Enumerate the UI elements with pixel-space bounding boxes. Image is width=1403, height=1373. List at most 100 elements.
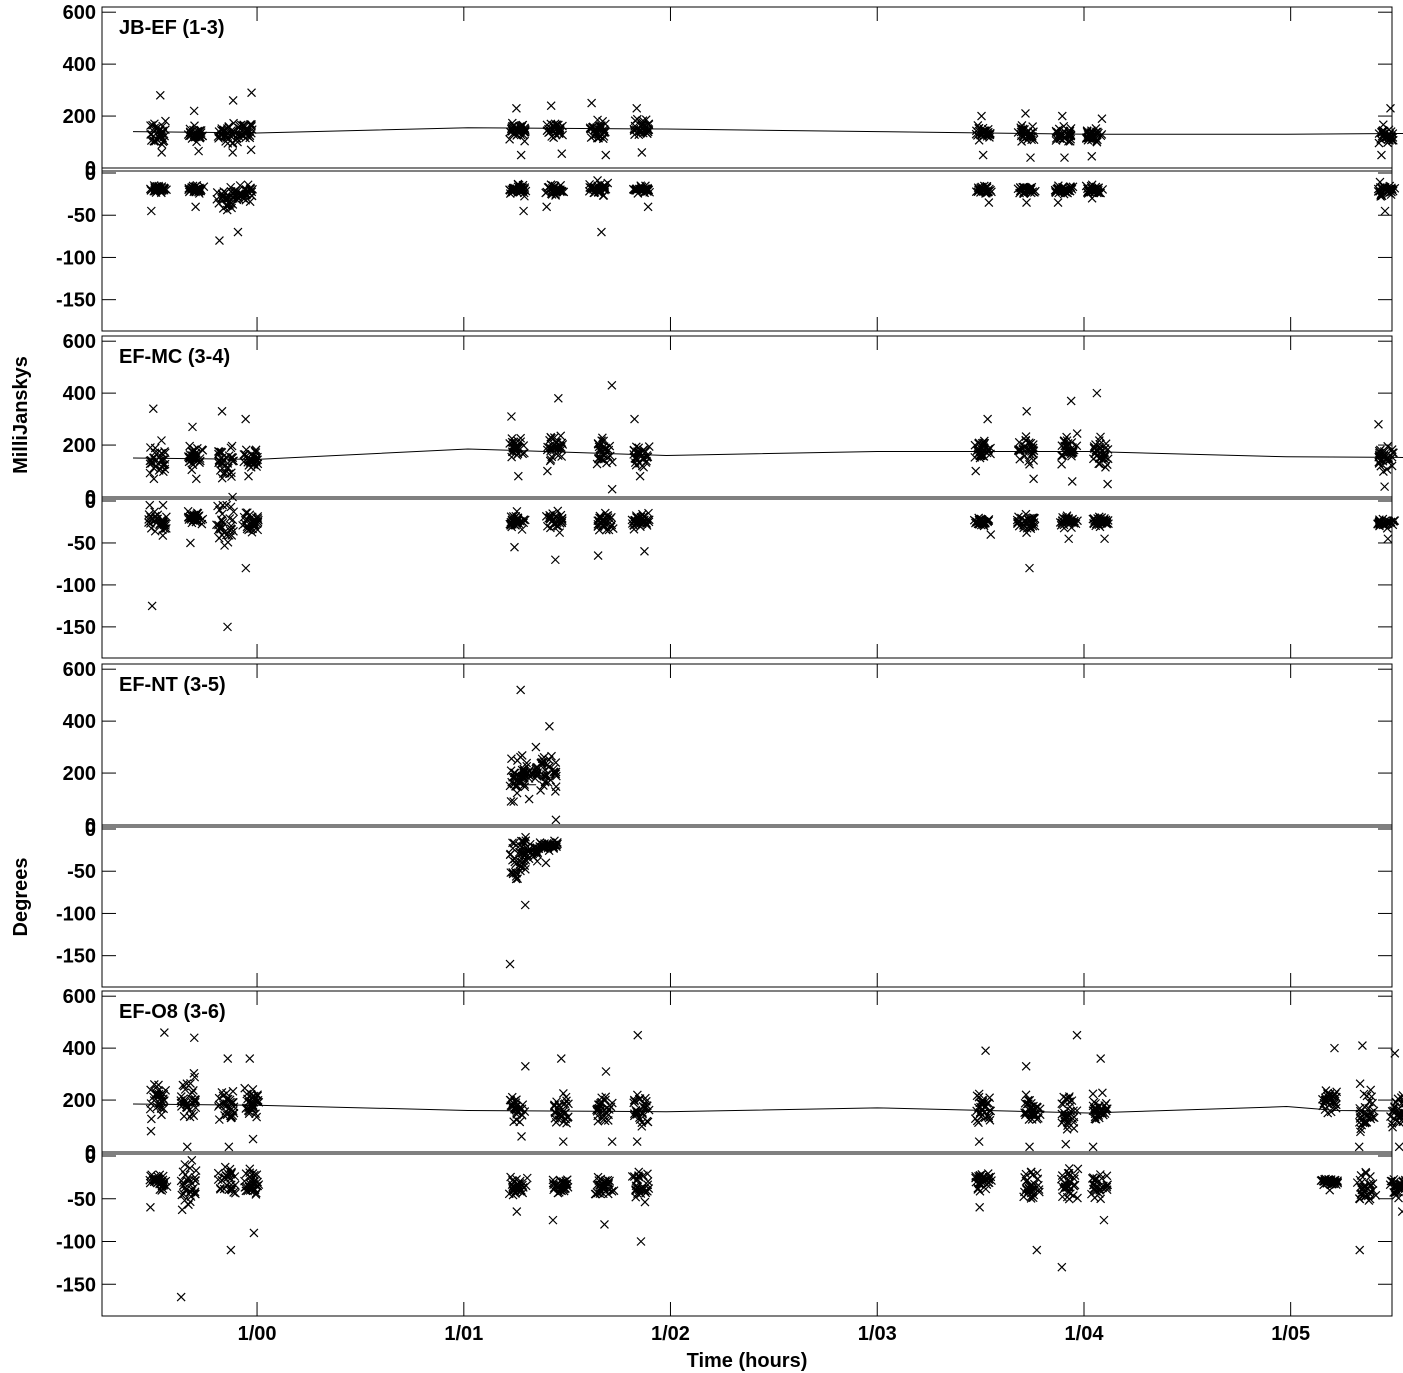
- data-point: [644, 1184, 654, 1193]
- data-point: [1354, 1142, 1364, 1152]
- data-point: [1100, 514, 1109, 523]
- data-point: [1329, 1097, 1339, 1107]
- data-point: [984, 187, 993, 197]
- data-point: [548, 1175, 558, 1185]
- data-point: [520, 515, 530, 525]
- data-point: [600, 1219, 609, 1229]
- data-point: [505, 850, 515, 860]
- data-point: [1055, 133, 1065, 143]
- data-point: [1053, 181, 1063, 191]
- data-point: [179, 1111, 189, 1121]
- data-point: [157, 436, 166, 445]
- amp-tick-label: 600: [63, 2, 96, 24]
- amp-tick-label: 400: [63, 711, 96, 733]
- data-points: [145, 88, 1400, 245]
- data-point: [1375, 520, 1385, 529]
- data-point: [243, 1097, 253, 1107]
- x-tick-label: 1/04: [1065, 1323, 1105, 1345]
- data-point: [213, 501, 222, 511]
- data-point: [629, 1098, 639, 1108]
- data-point: [547, 183, 557, 193]
- data-point: [247, 88, 256, 98]
- data-point: [228, 96, 238, 105]
- data-point: [246, 1089, 256, 1099]
- phase-tick-label: -100: [56, 247, 96, 269]
- data-point: [221, 1171, 231, 1180]
- data-point: [510, 443, 520, 453]
- data-point: [553, 839, 562, 849]
- data-point: [545, 514, 555, 524]
- data-point: [591, 1189, 601, 1199]
- data-point: [158, 467, 168, 477]
- data-point: [1323, 1088, 1333, 1098]
- data-point: [1377, 150, 1386, 160]
- data-point: [176, 1176, 186, 1186]
- data-point: [241, 414, 251, 424]
- data-point: [511, 103, 521, 113]
- data-point: [552, 837, 562, 847]
- data-point: [233, 186, 242, 196]
- data-point: [507, 412, 516, 421]
- data-point: [150, 1175, 160, 1185]
- data-point: [1095, 439, 1105, 449]
- data-point: [595, 1180, 604, 1190]
- data-point: [515, 122, 525, 131]
- data-point: [185, 450, 195, 459]
- data-point: [1026, 1167, 1036, 1177]
- data-point: [1060, 153, 1069, 163]
- data-point: [1320, 1176, 1330, 1186]
- data-point: [1025, 183, 1035, 193]
- data-point: [978, 150, 988, 160]
- data-point: [1053, 198, 1063, 207]
- data-point: [1088, 1089, 1098, 1099]
- data-point: [150, 448, 160, 458]
- data-point: [185, 1105, 195, 1114]
- data-point: [161, 1085, 171, 1095]
- data-point: [1026, 153, 1035, 163]
- data-point: [242, 1089, 252, 1099]
- data-point: [511, 1189, 520, 1199]
- y-axis-label-phase: Degrees: [10, 858, 32, 937]
- data-point: [644, 1105, 654, 1115]
- data-point: [603, 452, 613, 462]
- data-point: [1029, 135, 1039, 145]
- data-point: [1387, 445, 1397, 454]
- data-point: [160, 464, 170, 474]
- data-point: [542, 760, 552, 770]
- baseline-panel-3: 0 200 400 600 0 -50 -100 -150 EF-NT (3-5): [56, 659, 1393, 988]
- data-point: [1025, 1142, 1034, 1152]
- data-point: [226, 1245, 236, 1255]
- data-point: [541, 858, 551, 868]
- data-point: [561, 1114, 571, 1124]
- data-point: [158, 185, 167, 195]
- data-point: [1387, 1118, 1397, 1128]
- data-point: [185, 1163, 195, 1173]
- data-point: [632, 1137, 642, 1147]
- data-point: [161, 512, 171, 522]
- data-point: [550, 1113, 560, 1123]
- data-point: [1067, 476, 1077, 486]
- data-point: [245, 1054, 255, 1063]
- amp-tick-label: 0: [85, 1142, 96, 1164]
- data-point: [185, 124, 195, 134]
- data-point: [223, 537, 233, 547]
- data-point: [1389, 1181, 1399, 1191]
- data-point: [632, 103, 642, 113]
- data-point: [226, 502, 236, 512]
- data-point: [538, 781, 548, 791]
- data-point: [152, 1090, 162, 1100]
- data-point: [177, 1205, 187, 1215]
- data-point: [148, 404, 158, 414]
- data-point: [550, 555, 560, 565]
- data-point: [594, 129, 603, 139]
- data-point: [511, 868, 521, 878]
- data-point: [1376, 192, 1386, 201]
- data-point: [1015, 454, 1025, 464]
- data-point: [146, 1099, 156, 1108]
- data-point: [228, 147, 238, 157]
- data-point: [253, 452, 262, 462]
- data-point: [548, 1215, 558, 1225]
- data-point: [1382, 131, 1392, 141]
- data-point: [1102, 1171, 1112, 1181]
- data-point: [1027, 1110, 1037, 1120]
